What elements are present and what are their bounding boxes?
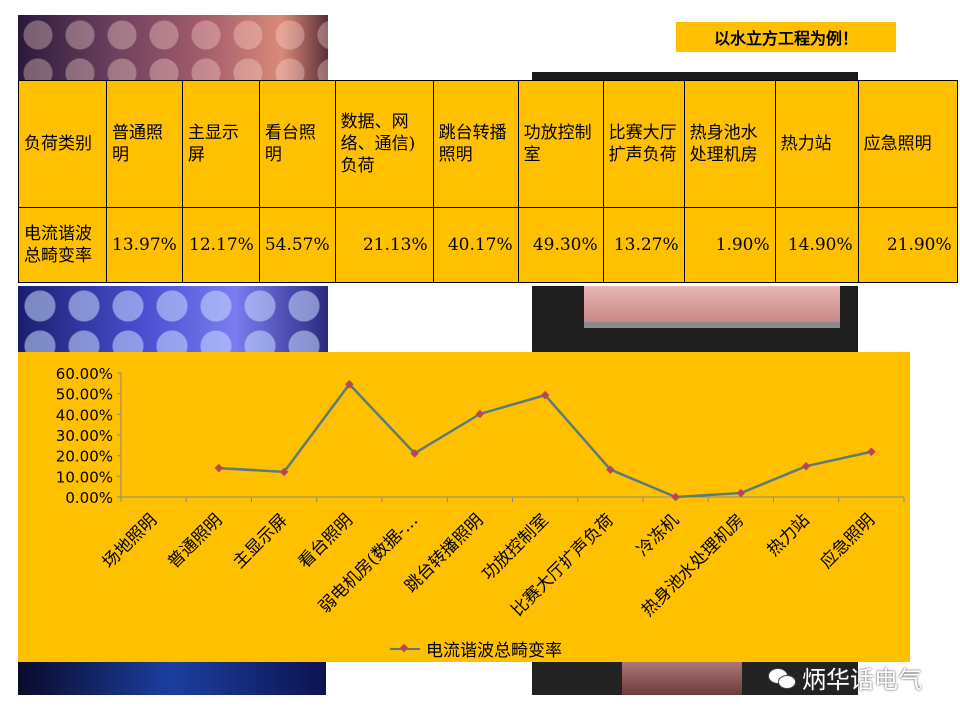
y-tick-label: 40.00% bbox=[56, 406, 113, 424]
legend-label: 电流谐波总畸变率 bbox=[426, 641, 562, 661]
y-tick-label: 0.00% bbox=[65, 489, 113, 507]
table-header-cell: 普通照明 bbox=[106, 80, 183, 208]
data-point bbox=[410, 449, 419, 458]
table-cell: 12.17% bbox=[181, 207, 260, 283]
table-cell: 54.57% bbox=[258, 207, 336, 283]
table-header-cell: 应急照明 bbox=[857, 80, 958, 208]
table-cell: 1.90% bbox=[683, 207, 776, 283]
table-cell: 14.90% bbox=[774, 207, 859, 283]
table-header-cell: 功放控制室 bbox=[517, 80, 604, 208]
x-tick-label: 看台照明 bbox=[295, 510, 357, 572]
data-point bbox=[736, 488, 746, 498]
y-tick-label: 50.00% bbox=[56, 386, 113, 404]
table-header-cell: 数据、网络、通信)负荷 bbox=[334, 80, 434, 208]
table-value-row: 电流谐波总畸变率 13.97% 12.17% 54.57% 21.13% 40.… bbox=[18, 207, 958, 283]
table-cell: 49.30% bbox=[517, 207, 604, 283]
data-point bbox=[801, 461, 811, 471]
data-point bbox=[671, 492, 680, 502]
x-tick-label: 场地照明 bbox=[99, 510, 161, 572]
table-header-cell: 跳台转播照明 bbox=[432, 80, 519, 208]
data-point bbox=[475, 409, 485, 419]
y-tick-label: 30.00% bbox=[56, 427, 113, 445]
table-header-cell: 看台照明 bbox=[258, 80, 336, 208]
table-row-label: 电流谐波总畸变率 bbox=[18, 207, 107, 283]
table-header-cell: 热力站 bbox=[774, 80, 859, 208]
photo-water-cube-top bbox=[18, 15, 328, 83]
photo-pool-interior bbox=[532, 286, 858, 356]
data-point bbox=[214, 463, 224, 473]
x-tick-label: 热力站 bbox=[763, 510, 813, 560]
table-cell: 40.17% bbox=[432, 207, 519, 283]
table-header-cell: 比赛大厅扩声负荷 bbox=[602, 80, 685, 208]
table-header-cell: 主显示屏 bbox=[181, 80, 260, 208]
project-example-label: 以水立方工程为例！ bbox=[676, 22, 896, 52]
table-header-cell: 热身池水处理机房 bbox=[683, 80, 776, 208]
watermark: 炳华话电气 bbox=[768, 660, 922, 695]
table-header-row: 负荷类别 普通照明 主显示屏 看台照明 数据、网络、通信)负荷 跳台转播照明 功… bbox=[18, 80, 958, 208]
table-header-cell: 负荷类别 bbox=[18, 80, 107, 208]
series-line bbox=[218, 382, 872, 499]
x-tick-label: 应急照明 bbox=[817, 510, 879, 572]
y-tick-label: 20.00% bbox=[56, 448, 113, 466]
legend-line-marker-icon bbox=[390, 644, 420, 654]
line-chart-svg: 0.00% 10.00% 20.00% 30.00% 40.00% 50.00% 60.00… bbox=[56, 365, 905, 621]
table-cell: 13.27% bbox=[602, 207, 685, 283]
table-cell: 21.13% bbox=[334, 207, 434, 283]
y-tick-label: 60.00% bbox=[56, 365, 113, 383]
x-tick-label: 普通照明 bbox=[164, 510, 226, 572]
wechat-icon bbox=[768, 666, 796, 690]
x-tick-label: 主显示屏 bbox=[229, 510, 291, 572]
photo-water-cube-blue bbox=[18, 286, 328, 356]
y-tick-label: 10.00% bbox=[56, 468, 113, 486]
harmonic-table: 负荷类别 普通照明 主显示屏 看台照明 数据、网络、通信)负荷 跳台转播照明 功… bbox=[18, 80, 958, 283]
data-point bbox=[867, 447, 876, 456]
table-cell: 21.90% bbox=[857, 207, 958, 283]
line-chart: 0.00% 10.00% 20.00% 30.00% 40.00% 50.00% 60.00… bbox=[18, 352, 910, 662]
chart-legend: 电流谐波总畸变率 bbox=[390, 636, 562, 661]
x-tick-label: 冷冻机 bbox=[633, 510, 683, 560]
data-point bbox=[279, 467, 289, 477]
watermark-text: 炳华话电气 bbox=[802, 666, 922, 694]
data-point bbox=[345, 379, 354, 389]
table-cell: 13.97% bbox=[106, 207, 183, 283]
